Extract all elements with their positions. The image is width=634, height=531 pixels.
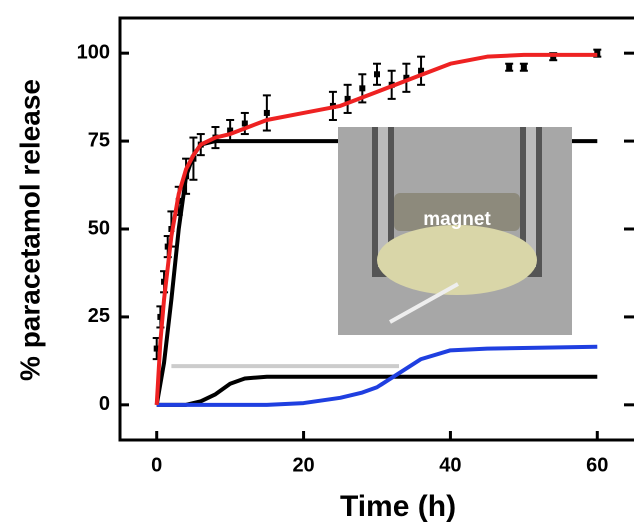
- series-line: [157, 377, 598, 405]
- data-point: [359, 85, 365, 91]
- x-tick-label: 40: [439, 454, 461, 476]
- data-point: [506, 64, 512, 70]
- page: {"chart_data": { "type": "line", "xlabel…: [0, 0, 634, 531]
- data-point: [521, 64, 527, 70]
- x-tick-label: 20: [292, 454, 314, 476]
- inset-photo: magnet: [338, 127, 572, 335]
- x-tick-label: 60: [586, 454, 608, 476]
- y-tick-label: 50: [88, 217, 110, 239]
- chart: Time (h) % paracetamol release 0 20 40 60 0 2…: [0, 0, 634, 531]
- y-tick-label: 75: [88, 129, 110, 151]
- data-point: [374, 71, 380, 77]
- data-point: [264, 110, 270, 116]
- x-axis-label: Time (h): [340, 490, 456, 523]
- y-axis-label: % paracetamol release: [14, 79, 45, 381]
- y-tick-label: 100: [77, 41, 110, 63]
- y-tick-label: 0: [99, 393, 110, 415]
- y-tick-label: 25: [88, 305, 110, 327]
- inset-label: magnet: [423, 209, 491, 230]
- x-tick-label: 0: [151, 454, 162, 476]
